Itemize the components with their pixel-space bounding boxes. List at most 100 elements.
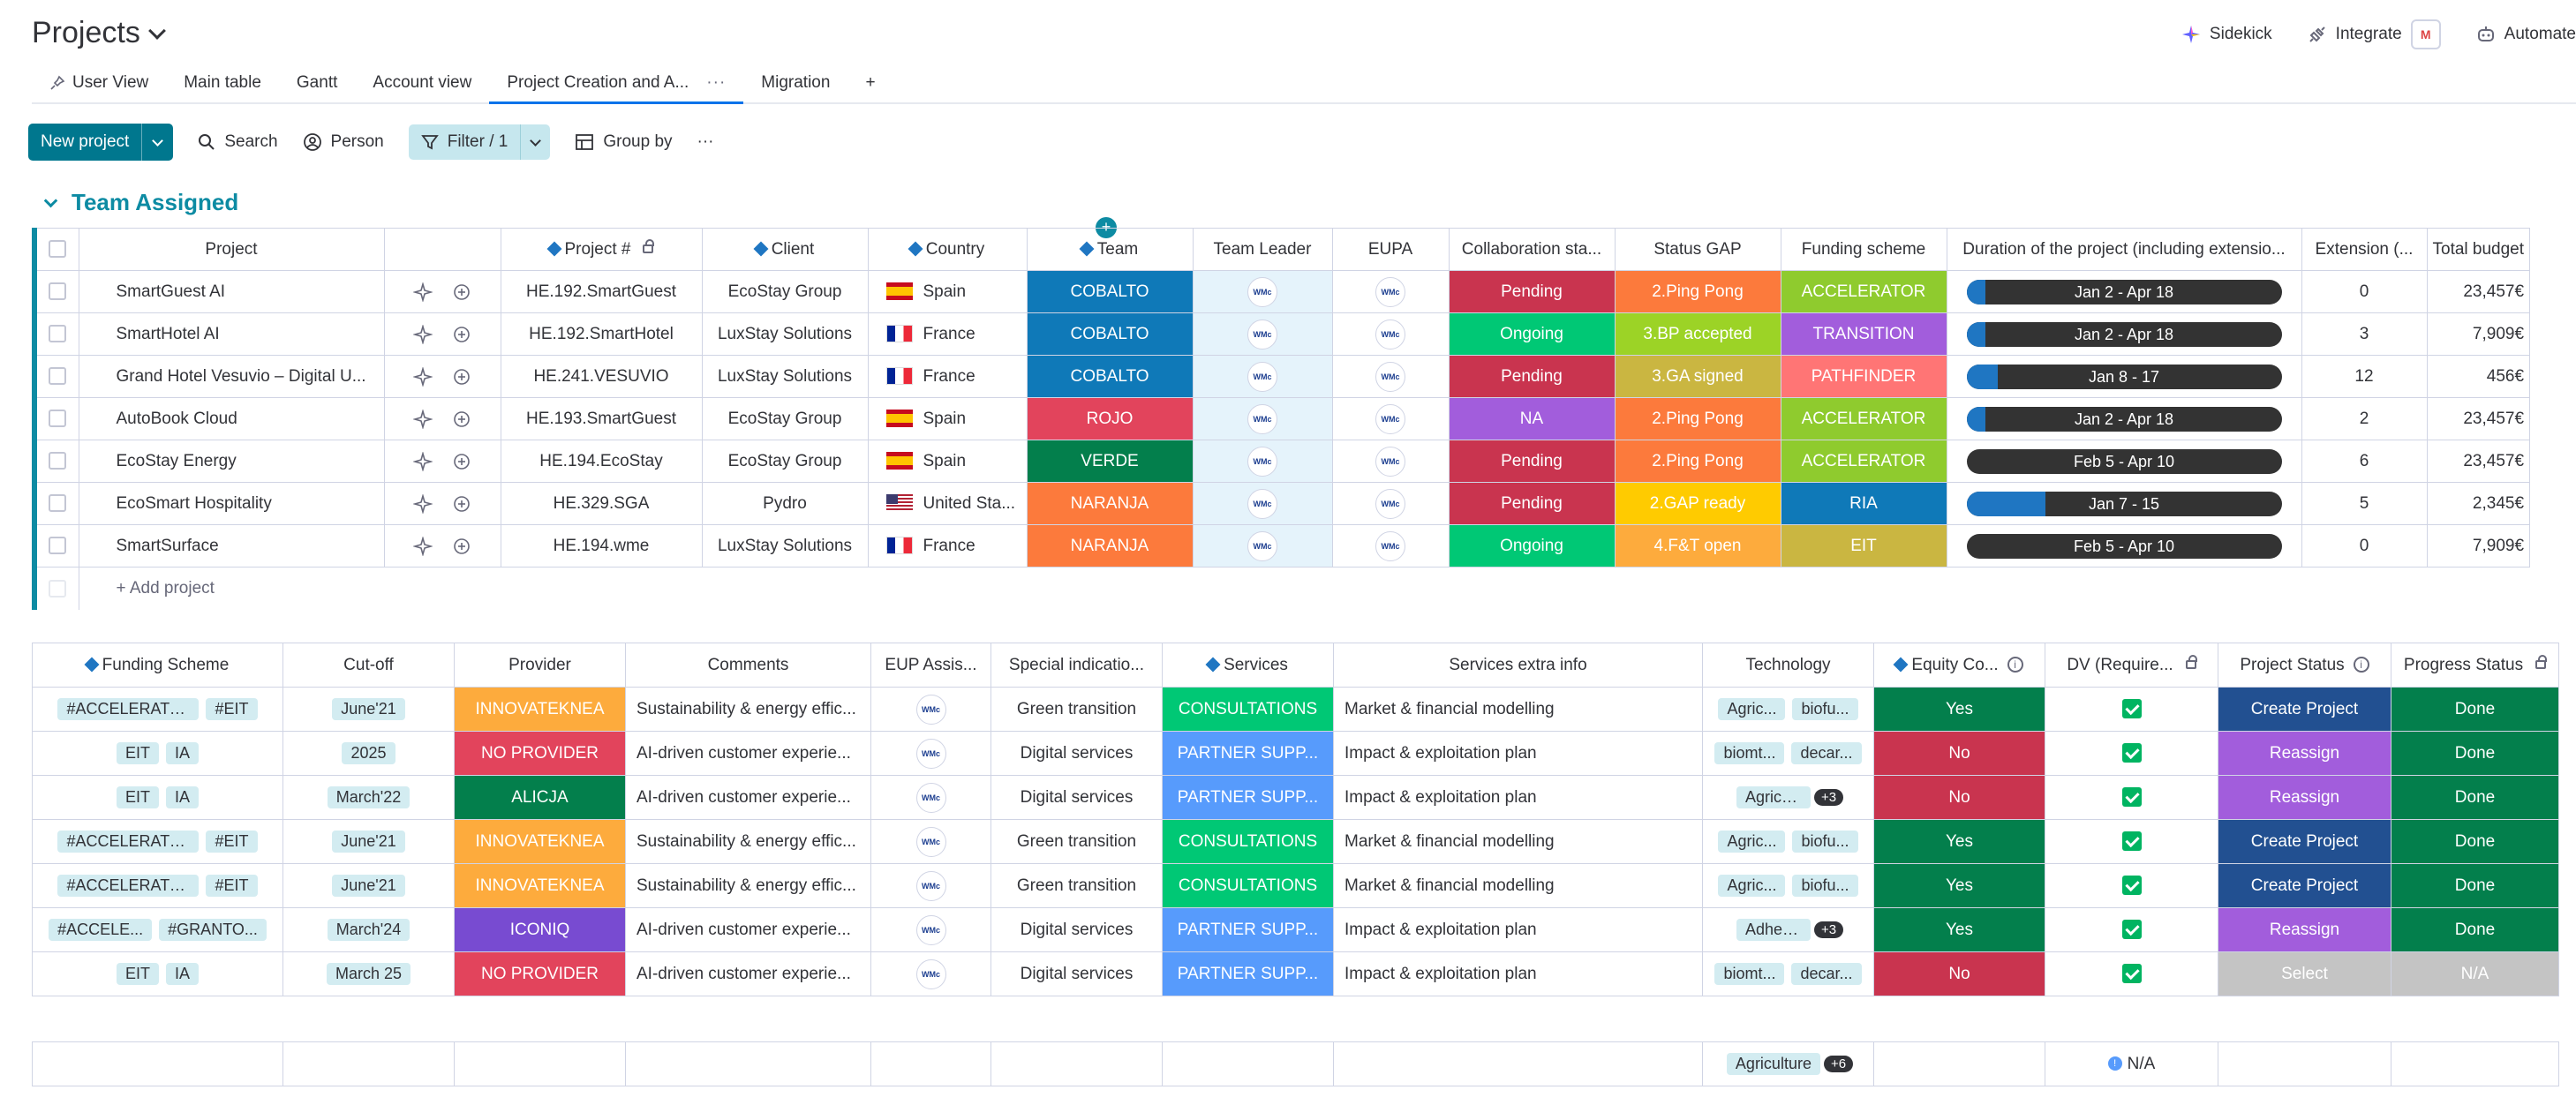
eupa-cell[interactable]: WMc bbox=[1331, 312, 1450, 356]
status-gap-cell[interactable]: 2.Ping Pong bbox=[1614, 397, 1781, 440]
services-cell[interactable]: PARTNER SUPP... bbox=[1162, 907, 1334, 952]
extension-cell[interactable]: 0 bbox=[2301, 524, 2428, 568]
duration-cell[interactable]: Feb 5 - Apr 10 bbox=[1946, 440, 2302, 483]
col-header-team-leader[interactable]: Team Leader bbox=[1192, 228, 1333, 271]
client-cell[interactable]: EcoStay Group bbox=[701, 440, 869, 483]
add-update-icon[interactable] bbox=[452, 367, 471, 387]
col-header-client[interactable]: Client bbox=[701, 228, 869, 271]
checkbox-checked-icon[interactable] bbox=[2121, 699, 2142, 719]
collaboration-status-cell[interactable]: Pending bbox=[1448, 482, 1616, 525]
table-row[interactable]: SmartHotel AI HE.192.SmartHotel LuxStay So… bbox=[32, 312, 2531, 356]
project-name-cell[interactable]: SmartSurface bbox=[78, 524, 385, 568]
funding-scheme-cell[interactable]: EIT IA bbox=[32, 775, 283, 820]
project-number-cell[interactable]: HE.194.EcoStay bbox=[500, 440, 703, 483]
total-budget-cell[interactable]: 456€ bbox=[2426, 355, 2531, 398]
services-extra-info-cell[interactable]: Market & financial modelling bbox=[1333, 687, 1703, 732]
table-row[interactable]: EIT IA 2025 NO PROVIDER AI-driven customer e… bbox=[32, 731, 2559, 776]
row-checkbox[interactable] bbox=[49, 367, 67, 386]
duration-cell[interactable]: Feb 5 - Apr 10 bbox=[1946, 524, 2302, 568]
equity-cell[interactable]: No bbox=[1873, 775, 2045, 820]
tab-user-view[interactable]: User View bbox=[32, 64, 166, 102]
services-extra-info-cell[interactable]: Market & financial modelling bbox=[1333, 819, 1703, 864]
team-status-cell[interactable]: COBALTO bbox=[1026, 270, 1194, 313]
status-gap-cell[interactable]: 3.GA signed bbox=[1614, 355, 1781, 398]
cutoff-cell[interactable]: March'24 bbox=[282, 907, 455, 952]
more-count-badge[interactable]: +3 bbox=[1813, 921, 1844, 938]
scheme-tag[interactable]: #ACCELE... bbox=[49, 919, 153, 941]
dv-cell[interactable] bbox=[2045, 687, 2218, 732]
funding-scheme-cell[interactable]: ACCELERATOR bbox=[1780, 270, 1947, 313]
add-update-icon[interactable] bbox=[452, 537, 471, 556]
eupa-cell[interactable]: WMc bbox=[1331, 440, 1450, 483]
duration-cell[interactable]: Jan 8 - 17 bbox=[1946, 355, 2302, 398]
client-cell[interactable]: LuxStay Solutions bbox=[701, 355, 869, 398]
technology-cell[interactable]: biomt... decar... bbox=[1702, 731, 1874, 776]
automate-button[interactable]: Automate bbox=[2476, 25, 2576, 44]
services-cell[interactable]: CONSULTATIONS bbox=[1162, 687, 1334, 732]
progress-status-cell[interactable]: Done bbox=[2391, 819, 2559, 864]
provider-cell[interactable]: INNOVATEKNEA bbox=[454, 687, 626, 732]
services-cell[interactable]: CONSULTATIONS bbox=[1162, 863, 1334, 908]
tab-gantt[interactable]: Gantt bbox=[279, 64, 355, 102]
project-number-cell[interactable]: HE.192.SmartHotel bbox=[500, 312, 703, 356]
row-select-cell[interactable] bbox=[32, 397, 79, 440]
col-header-funding-scheme[interactable]: Funding Scheme bbox=[32, 643, 283, 688]
eupa-cell[interactable]: WMc bbox=[1331, 355, 1450, 398]
project-name-cell[interactable]: SmartGuest AI bbox=[78, 270, 385, 313]
funding-scheme-cell[interactable]: #ACCELERATOR #EIT bbox=[32, 687, 283, 732]
project-number-cell[interactable]: HE.193.SmartGuest bbox=[500, 397, 703, 440]
project-status-cell[interactable]: Create Project bbox=[2218, 819, 2391, 864]
equity-cell[interactable]: No bbox=[1873, 951, 2045, 996]
add-update-icon[interactable] bbox=[452, 452, 471, 471]
comments-cell[interactable]: AI-driven customer experie... bbox=[625, 951, 871, 996]
team-status-cell[interactable]: VERDE bbox=[1026, 440, 1194, 483]
progress-status-cell[interactable]: N/A bbox=[2391, 951, 2559, 996]
row-checkbox[interactable] bbox=[49, 537, 67, 555]
scheme-tag[interactable]: #ACCELERATOR bbox=[57, 831, 200, 853]
table-row[interactable]: EcoSmart Hospitality HE.329.SGA Pydro Unite… bbox=[32, 482, 2531, 525]
chevron-down-icon[interactable] bbox=[147, 21, 166, 40]
add-project-button[interactable]: + Add project bbox=[116, 578, 215, 598]
sparkle-outline-icon[interactable] bbox=[413, 366, 433, 387]
col-header-status-gap[interactable]: Status GAP bbox=[1614, 228, 1781, 271]
country-cell[interactable]: Spain bbox=[867, 440, 1028, 483]
table-row[interactable]: EIT IA March'22 ALICJA AI-driven customer ex… bbox=[32, 775, 2559, 820]
funding-scheme-cell[interactable]: #ACCELERATOR #EIT bbox=[32, 819, 283, 864]
col-header-project[interactable]: Project bbox=[78, 228, 385, 271]
extension-cell[interactable]: 0 bbox=[2301, 270, 2428, 313]
collaboration-status-cell[interactable]: Pending bbox=[1448, 355, 1616, 398]
checkbox-checked-icon[interactable] bbox=[2121, 743, 2142, 763]
scheme-tag[interactable]: #EIT bbox=[206, 875, 258, 897]
team-leader-cell[interactable]: WMc bbox=[1192, 270, 1333, 313]
total-budget-cell[interactable]: 7,909€ bbox=[2426, 524, 2531, 568]
client-cell[interactable]: LuxStay Solutions bbox=[701, 312, 869, 356]
funding-scheme-cell[interactable]: ACCELERATOR bbox=[1780, 397, 1947, 440]
checkbox-checked-icon[interactable] bbox=[2121, 964, 2142, 984]
filter-main[interactable]: Filter / 1 bbox=[409, 124, 521, 160]
checkbox-checked-icon[interactable] bbox=[2121, 787, 2142, 808]
tab-options-icon[interactable]: ··· bbox=[706, 73, 727, 92]
funding-scheme-cell[interactable]: ACCELERATOR bbox=[1780, 440, 1947, 483]
col-header-team[interactable]: Team bbox=[1026, 228, 1194, 271]
duration-cell[interactable]: Jan 2 - Apr 18 bbox=[1946, 397, 2302, 440]
country-cell[interactable]: Spain bbox=[867, 397, 1028, 440]
duration-cell[interactable]: Jan 2 - Apr 18 bbox=[1946, 312, 2302, 356]
special-indication-cell[interactable]: Green transition bbox=[990, 687, 1163, 732]
dv-cell[interactable] bbox=[2045, 775, 2218, 820]
special-indication-cell[interactable]: Green transition bbox=[990, 863, 1163, 908]
person-filter-button[interactable]: Person bbox=[303, 132, 384, 152]
select-all-checkbox[interactable] bbox=[49, 240, 67, 259]
technology-cell[interactable]: Agric... biofu... bbox=[1702, 687, 1874, 732]
funding-scheme-cell[interactable]: #ACCELERATOR #EIT bbox=[32, 863, 283, 908]
special-indication-cell[interactable]: Digital services bbox=[990, 731, 1163, 776]
timeline-bar[interactable]: Jan 2 - Apr 18 bbox=[1966, 279, 2282, 304]
status-gap-cell[interactable]: 2.Ping Pong bbox=[1614, 440, 1781, 483]
table-row[interactable]: SmartGuest AI HE.192.SmartGuest EcoStay Gr… bbox=[32, 270, 2531, 313]
table-row[interactable]: #ACCELERATOR #EIT June'21 INNOVATEKNEA Susta… bbox=[32, 819, 2559, 864]
project-status-cell[interactable]: Reassign bbox=[2218, 731, 2391, 776]
team-status-cell[interactable]: NARANJA bbox=[1026, 524, 1194, 568]
cutoff-cell[interactable]: 2025 bbox=[282, 731, 455, 776]
status-gap-cell[interactable]: 4.F&T open bbox=[1614, 524, 1781, 568]
col-header-dv[interactable]: DV (Require... bbox=[2045, 643, 2218, 688]
country-cell[interactable]: Spain bbox=[867, 270, 1028, 313]
